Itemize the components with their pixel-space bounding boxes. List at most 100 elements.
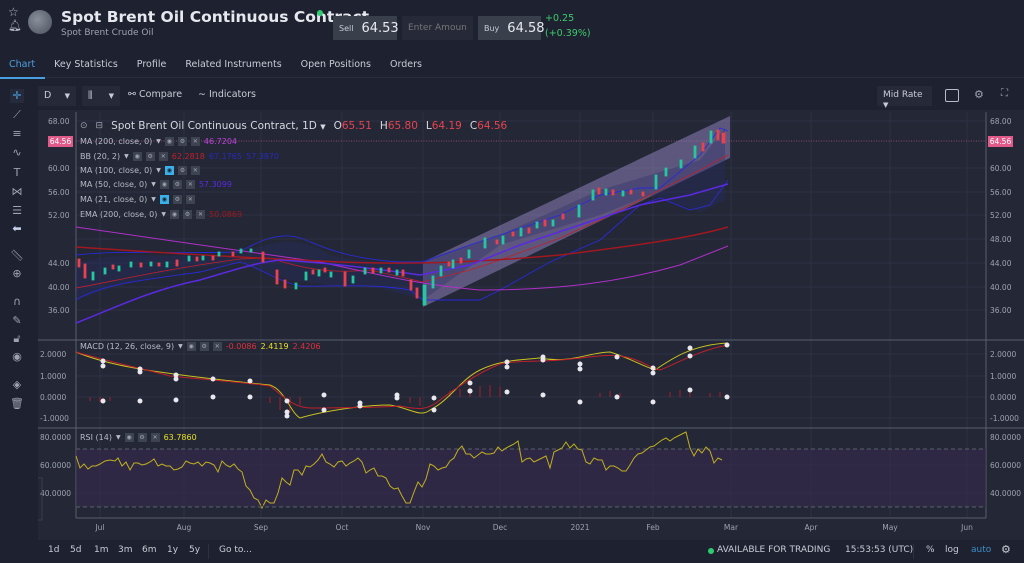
chart-canvas[interactable]: 68.00 60.00 56.00 52.00 44.00 40.00 36.00 68… [36,110,1024,540]
chevron-down-icon[interactable]: ▼ [156,138,161,145]
eye-icon[interactable]: ◉ [164,137,174,146]
close-icon[interactable]: ✕ [190,137,200,146]
back-arrow-icon[interactable]: ⬅ [12,222,22,235]
eye-hidden-icon[interactable]: ◉ [159,195,169,204]
indicator-label[interactable]: MA (200, close, 0) [80,137,153,146]
chevron-down-icon[interactable]: ▼ [124,153,129,160]
ruler-icon[interactable]: 📏︎ [10,249,24,262]
goto-button[interactable]: Go to... [219,545,252,555]
macd-legend: MACD (12, 26, close, 9) ▼ ◉ ⚙ ✕ -0.0086 2.4… [80,342,321,351]
eye-icon[interactable]: ◉ [132,152,142,161]
chevron-down-icon[interactable]: ▼ [161,211,166,218]
indicator-label[interactable]: MA (21, close, 0) [80,195,148,204]
gear-icon[interactable]: ⚙ [199,342,209,351]
gear-icon[interactable]: ⚙ [145,152,155,161]
interval-select[interactable]: D ▼ [38,86,76,106]
eye-icon[interactable]: ◉ [12,350,22,363]
open-label: O [333,120,342,132]
eye-icon[interactable]: ◉ [186,342,196,351]
brush-icon[interactable]: ∿ [12,146,22,159]
gear-icon[interactable]: ⚙ [177,137,187,146]
macd-label[interactable]: MACD (12, 26, close, 9) [80,342,175,351]
close-icon[interactable]: ✕ [190,166,200,175]
close-icon[interactable]: ✕ [212,342,222,351]
close-icon[interactable]: ✕ [158,152,168,161]
tab-chart[interactable]: Chart [0,54,46,79]
indicator-ma100: MA (100, close, 0) ▼ ◉ ⚙ ✕ [80,166,200,175]
close-icon[interactable]: ✕ [185,180,195,189]
square-toggle-icon[interactable] [945,89,959,102]
eye-icon[interactable]: ◉ [169,210,179,219]
chevron-down-icon: ▼ [883,101,889,109]
fullscreen-icon[interactable]: ⛶ [1001,88,1008,99]
period-1d[interactable]: 1d [48,545,60,555]
tab-open-positions[interactable]: Open Positions [300,59,371,70]
zoom-in-icon[interactable]: ⊕ [12,267,22,280]
auto-scale-toggle[interactable]: auto [971,545,992,555]
chevron-down-icon[interactable]: ▼ [178,343,183,350]
period-1y[interactable]: 1y [167,545,179,555]
chevron-down-icon[interactable]: ▼ [156,167,161,174]
chevron-down-icon[interactable]: ▼ [151,196,156,203]
magnet-icon[interactable]: ∩ [12,295,22,308]
indicator-ma50: MA (50, close, 0) ▼ ◉ ⚙ ✕ 57.3099 [80,180,232,189]
layers-icon[interactable]: ◈ [12,378,22,391]
compare-button[interactable]: ⚯ Compare [128,89,182,100]
chart-type-select[interactable]: ⫼ ▼ [82,86,120,106]
crosshair-icon[interactable]: ✛ [10,89,24,103]
text-icon[interactable]: T [13,166,21,179]
tab-profile[interactable]: Profile [136,59,167,70]
ohlc-close: C64.56 [470,120,507,132]
close-icon[interactable]: ✕ [185,195,195,204]
svg-text:44.00: 44.00 [990,259,1012,268]
collapse-icon[interactable]: ⊙ [80,121,88,131]
period-5d[interactable]: 5d [70,545,82,555]
eye-icon[interactable]: ◉ [124,433,134,442]
indicator-label[interactable]: BB (20, 2) [80,152,121,161]
rsi-label[interactable]: RSI (14) [80,433,112,442]
settings-icon[interactable]: ⚙ [1001,543,1011,556]
period-6m[interactable]: 6m [142,545,157,555]
gear-icon[interactable]: ⚙ [137,433,147,442]
tab-key-statistics[interactable]: Key Statistics [54,59,118,70]
buy-button[interactable]: Buy 64.58 [478,16,545,40]
star-icon[interactable]: ☆ [8,5,19,19]
svg-text:68.00: 68.00 [48,117,70,126]
eye-hidden-icon[interactable]: ◉ [164,166,174,175]
eye-icon[interactable]: ◉ [159,180,169,189]
period-5y[interactable]: 5y [189,545,201,555]
amount-input[interactable] [402,16,473,40]
chevron-down-icon[interactable]: ▼ [115,434,121,441]
indicator-label[interactable]: MA (100, close, 0) [80,166,153,175]
log-scale-toggle[interactable]: log [945,545,959,555]
period-1m[interactable]: 1m [94,545,109,555]
lock-drawing-icon[interactable]: ✎ [12,314,22,327]
gear-icon[interactable]: ⚙ [177,166,187,175]
pattern-icon[interactable]: ⋈ [11,185,23,198]
percent-scale-toggle[interactable]: % [926,545,935,555]
period-3m[interactable]: 3m [118,545,133,555]
tab-related-instruments[interactable]: Related Instruments [185,59,282,70]
settings-icon[interactable]: ⚙ [974,88,984,101]
rate-mode-select[interactable]: Mid Rate ▼ [877,86,932,109]
close-icon[interactable]: ✕ [195,210,205,219]
chevron-down-icon[interactable]: ▼ [151,181,156,188]
fib-icon[interactable]: ≡ [12,127,22,140]
gear-icon[interactable]: ⚙ [182,210,192,219]
indicator-label[interactable]: MA (50, close, 0) [80,180,148,189]
minimize-icon[interactable]: ⊟ [95,121,104,131]
close-icon[interactable]: ✕ [150,433,160,442]
projection-icon[interactable]: ☰ [12,204,22,217]
unlock-icon[interactable]: 🔓︎ [13,332,21,345]
symbol-label[interactable]: Spot Brent Oil Continuous Contract, 1D ▼ [111,120,326,132]
bell-icon[interactable]: 🔔︎ [8,19,22,32]
indicator-label[interactable]: EMA (200, close, 0) [80,210,158,219]
gear-icon[interactable]: ⚙ [172,180,182,189]
trendline-icon[interactable]: ⟋ [13,108,21,121]
gear-icon[interactable]: ⚙ [172,195,182,204]
bb-lower-value: 57.3870 [245,152,280,161]
tab-orders[interactable]: Orders [390,59,422,70]
trash-icon[interactable]: 🗑︎ [10,397,24,410]
indicators-button[interactable]: ∼ Indicators [198,89,256,100]
sell-button[interactable]: Sell 64.53 [333,16,399,40]
